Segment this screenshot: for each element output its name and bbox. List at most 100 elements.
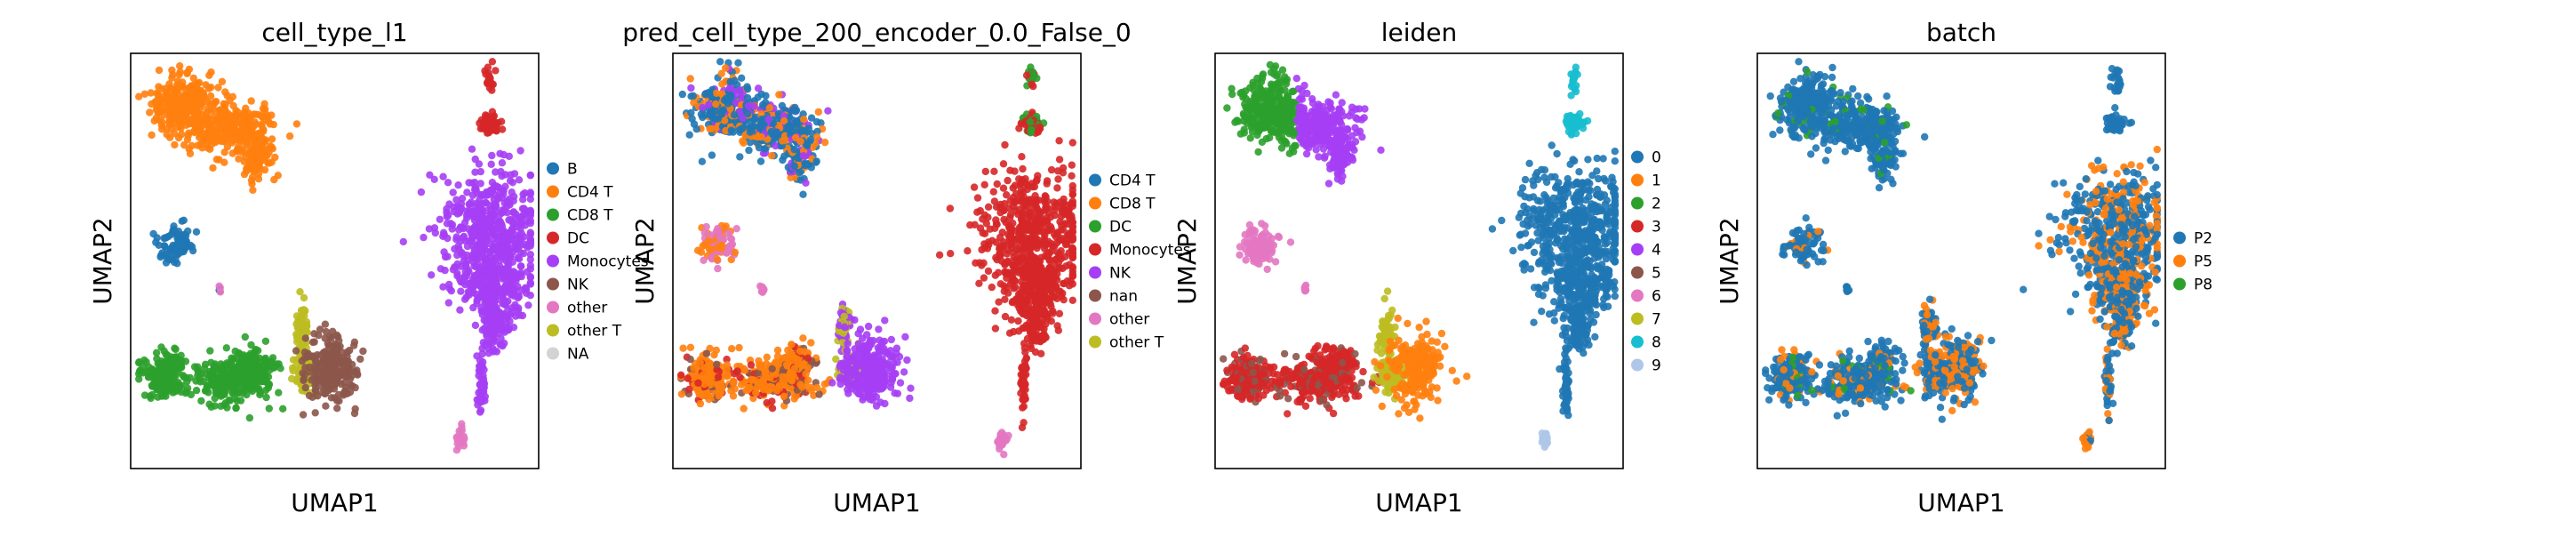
data-point: [984, 213, 992, 221]
data-point: [519, 190, 527, 198]
data-point: [505, 259, 513, 267]
data-point: [457, 199, 466, 208]
data-point: [1004, 176, 1012, 185]
data-point: [443, 212, 451, 220]
data-point: [765, 104, 774, 112]
data-point: [526, 228, 534, 236]
data-point: [1055, 287, 1063, 296]
data-point: [492, 348, 501, 356]
data-point: [1020, 296, 1029, 304]
data-point: [518, 311, 527, 320]
data-point: [1056, 236, 1065, 244]
data-point: [160, 234, 168, 243]
data-point: [747, 376, 756, 384]
data-point: [222, 129, 230, 137]
data-point: [312, 387, 320, 396]
data-point: [246, 385, 254, 393]
data-point: [204, 381, 212, 389]
data-point: [215, 113, 223, 121]
data-point: [1045, 264, 1053, 272]
data-point: [692, 125, 700, 133]
data-point: [788, 341, 796, 349]
data-point: [444, 179, 452, 187]
data-point: [208, 140, 216, 148]
data-point: [490, 272, 499, 280]
data-point: [350, 409, 359, 418]
data-point: [240, 111, 248, 119]
data-point: [292, 347, 300, 355]
data-point: [1012, 283, 1020, 292]
data-point: [221, 88, 229, 96]
data-point: [508, 225, 516, 233]
data-point: [159, 391, 168, 400]
data-point: [714, 224, 722, 233]
data-point: [478, 124, 487, 132]
data-point: [1025, 237, 1033, 245]
data-point: [1043, 177, 1052, 185]
data-point: [1003, 250, 1012, 258]
data-point: [860, 353, 869, 361]
scatter-points: [677, 58, 1077, 459]
data-point: [801, 161, 810, 170]
data-point: [526, 292, 534, 300]
data-point: [341, 360, 349, 368]
data-point: [147, 89, 155, 97]
data-point: [1008, 273, 1017, 281]
data-point: [758, 283, 766, 291]
data-point: [299, 411, 308, 419]
data-point: [1020, 273, 1028, 282]
data-point: [220, 148, 228, 156]
data-point: [763, 353, 771, 361]
data-point: [340, 379, 348, 387]
data-point: [445, 285, 454, 293]
data-point: [509, 324, 518, 332]
data-point: [177, 111, 185, 119]
data-point: [479, 380, 488, 389]
data-point: [875, 374, 883, 382]
data-point: [766, 382, 774, 391]
data-point: [150, 116, 158, 125]
data-point: [964, 247, 972, 255]
data-point: [686, 355, 694, 364]
data-point: [487, 160, 495, 168]
data-point: [706, 359, 714, 367]
data-point: [851, 366, 859, 374]
data-point: [492, 202, 500, 211]
data-point: [689, 92, 698, 100]
data-point: [685, 131, 693, 139]
data-point: [1068, 296, 1077, 304]
data-point: [172, 345, 180, 354]
data-point: [359, 347, 367, 356]
data-point: [153, 234, 161, 242]
data-point: [804, 354, 812, 362]
data-point: [188, 100, 197, 108]
data-point: [356, 355, 364, 364]
data-point: [984, 203, 993, 211]
data-point: [724, 229, 732, 237]
data-point: [431, 228, 439, 237]
data-point: [767, 127, 776, 136]
data-point: [260, 100, 268, 108]
data-point: [702, 349, 711, 357]
data-point: [206, 125, 215, 133]
data-point: [428, 271, 436, 279]
data-point: [871, 360, 880, 368]
data-point: [205, 400, 213, 408]
data-point: [521, 284, 530, 292]
data-point: [1012, 295, 1020, 303]
data-point: [739, 137, 747, 145]
data-point: [180, 140, 188, 149]
data-point: [444, 299, 452, 307]
data-point: [332, 331, 341, 340]
data-point: [492, 67, 500, 75]
data-point: [1068, 228, 1077, 236]
data-point: [471, 321, 480, 330]
data-point: [756, 123, 764, 132]
data-point: [322, 402, 330, 410]
data-point: [449, 188, 457, 196]
data-point: [187, 118, 196, 126]
data-point: [289, 366, 297, 375]
data-point: [476, 209, 484, 218]
data-point: [1018, 235, 1026, 243]
